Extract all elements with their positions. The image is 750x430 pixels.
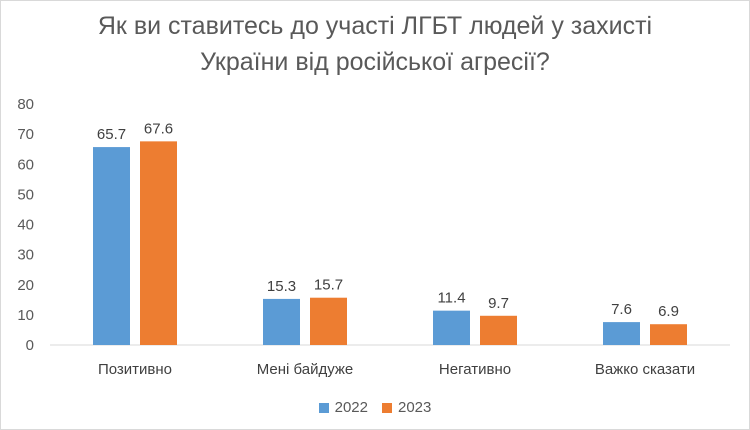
y-tick-label: 10 <box>17 307 34 324</box>
chart-title: Як ви ставитесь до участі ЛГБТ людей у з… <box>0 8 750 80</box>
data-label-2022: 65.7 <box>97 126 126 143</box>
legend-label-2022: 2022 <box>334 399 368 416</box>
data-label-2022: 15.3 <box>267 278 296 295</box>
legend-swatch-2023 <box>382 402 392 413</box>
bar-2022 <box>433 310 470 345</box>
y-tick-label: 60 <box>17 156 34 173</box>
x-category-label: Негативно <box>439 361 511 378</box>
bar-2022 <box>263 298 300 345</box>
data-label-2023: 9.7 <box>488 295 509 312</box>
legend-swatch-2022 <box>318 402 329 413</box>
y-tick-label: 80 <box>17 96 34 113</box>
x-category-label: Мені байдуже <box>257 361 354 378</box>
bar-2023 <box>310 297 347 345</box>
chart-legend: 2022 2023 <box>0 399 750 416</box>
chart-title-line-1: Як ви ставитесь до участі ЛГБТ людей у з… <box>97 12 653 40</box>
bar-2023 <box>650 324 687 345</box>
y-tick-label: 50 <box>17 186 34 203</box>
data-label-2022: 7.6 <box>611 301 632 318</box>
data-label-2022: 11.4 <box>437 290 465 307</box>
legend-item-2023: 2023 <box>382 399 431 416</box>
x-category-label: Позитивно <box>98 361 172 378</box>
data-label-2023: 15.7 <box>314 277 343 294</box>
y-tick-label: 40 <box>17 217 34 234</box>
x-category-label: Важко сказати <box>595 361 695 378</box>
bar-2022 <box>93 147 130 345</box>
bar-2023 <box>140 141 177 345</box>
y-tick-label: 20 <box>17 277 34 294</box>
data-label-2023: 67.6 <box>144 120 173 137</box>
bar-2023 <box>480 315 517 345</box>
y-tick-label: 70 <box>17 126 34 143</box>
legend-item-2022: 2022 <box>318 399 368 416</box>
y-tick-label: 0 <box>26 337 34 354</box>
chart-title-line-2: України від російської агресії? <box>200 48 550 76</box>
data-label-2023: 6.9 <box>658 303 679 320</box>
y-tick-label: 30 <box>17 247 34 264</box>
bar-2022 <box>603 322 640 345</box>
legend-label-2023: 2023 <box>398 399 432 416</box>
